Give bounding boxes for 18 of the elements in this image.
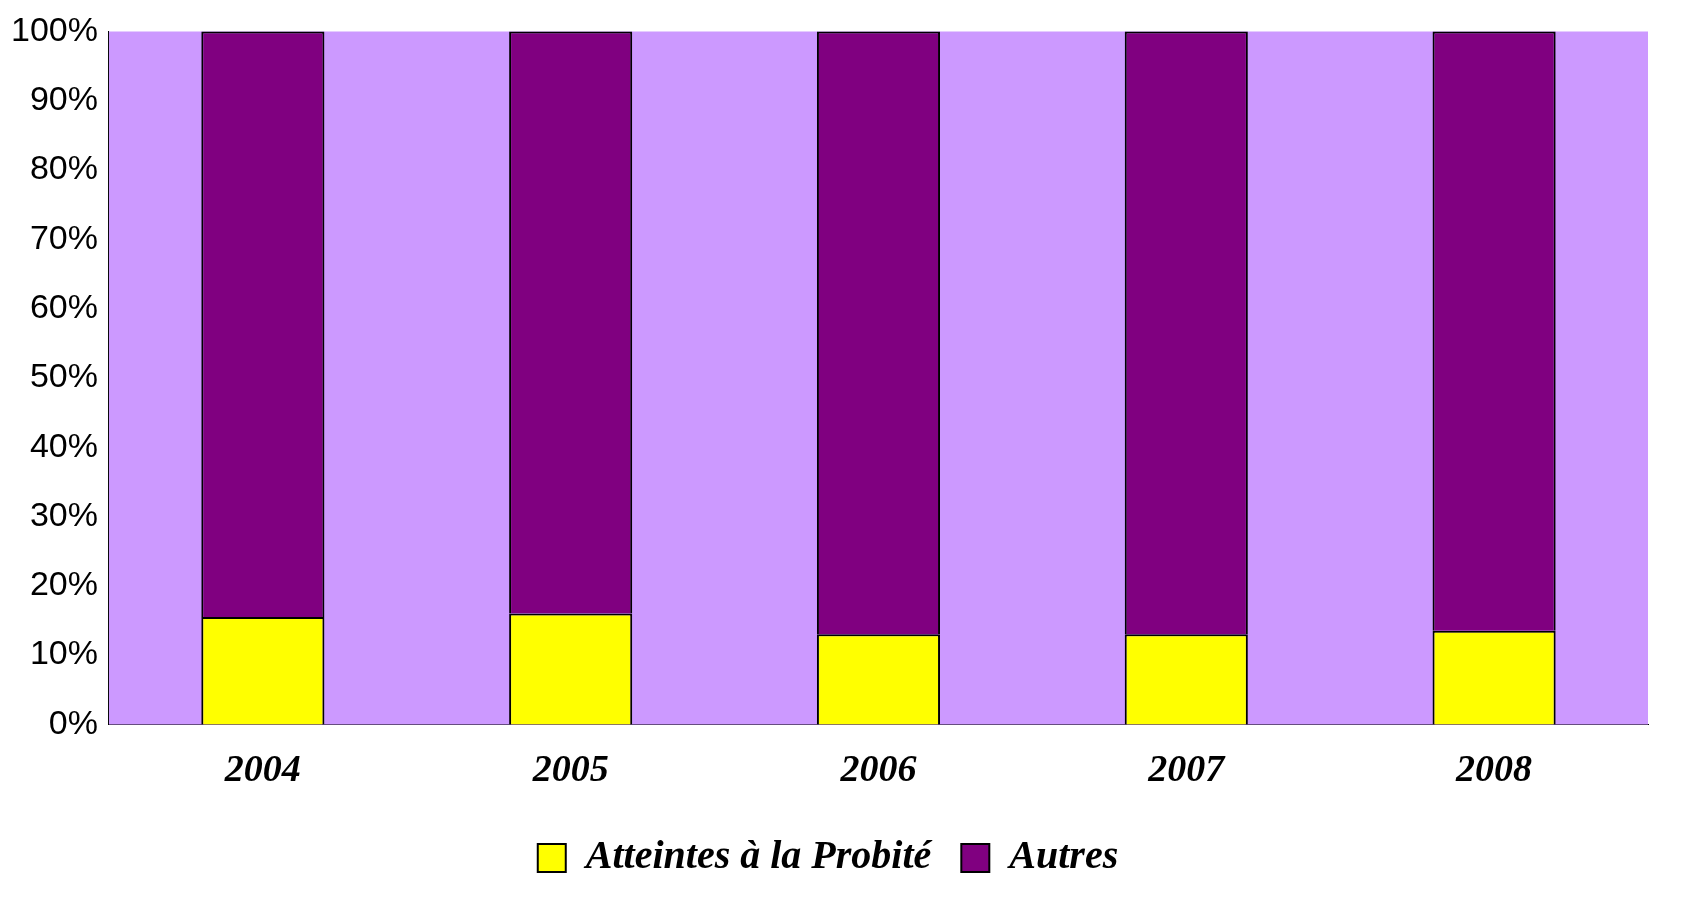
y-tick-label: 40% bbox=[29, 425, 98, 464]
legend-label: Atteintes à la Probité bbox=[582, 832, 933, 878]
y-tick-label: 60% bbox=[29, 286, 98, 325]
y-tick-label: 80% bbox=[29, 148, 98, 187]
y-tick-label: 70% bbox=[29, 217, 98, 256]
x-tick-label: 2006 bbox=[839, 747, 917, 790]
legend-label: Autres bbox=[1006, 832, 1119, 878]
y-tick-label: 20% bbox=[29, 564, 98, 603]
x-tick-label: 2007 bbox=[1147, 747, 1227, 790]
x-tick-label: 2008 bbox=[1455, 747, 1533, 790]
y-tick-label: 10% bbox=[29, 633, 98, 672]
y-tick-label: 0% bbox=[48, 702, 98, 741]
x-tick-label: 2004 bbox=[223, 747, 301, 790]
y-tick-label: 50% bbox=[29, 356, 98, 395]
y-tick-label: 30% bbox=[29, 494, 98, 533]
y-tick-label: 100% bbox=[10, 9, 98, 48]
x-tick-label: 2005 bbox=[531, 747, 609, 790]
y-tick-label: 90% bbox=[29, 79, 98, 118]
